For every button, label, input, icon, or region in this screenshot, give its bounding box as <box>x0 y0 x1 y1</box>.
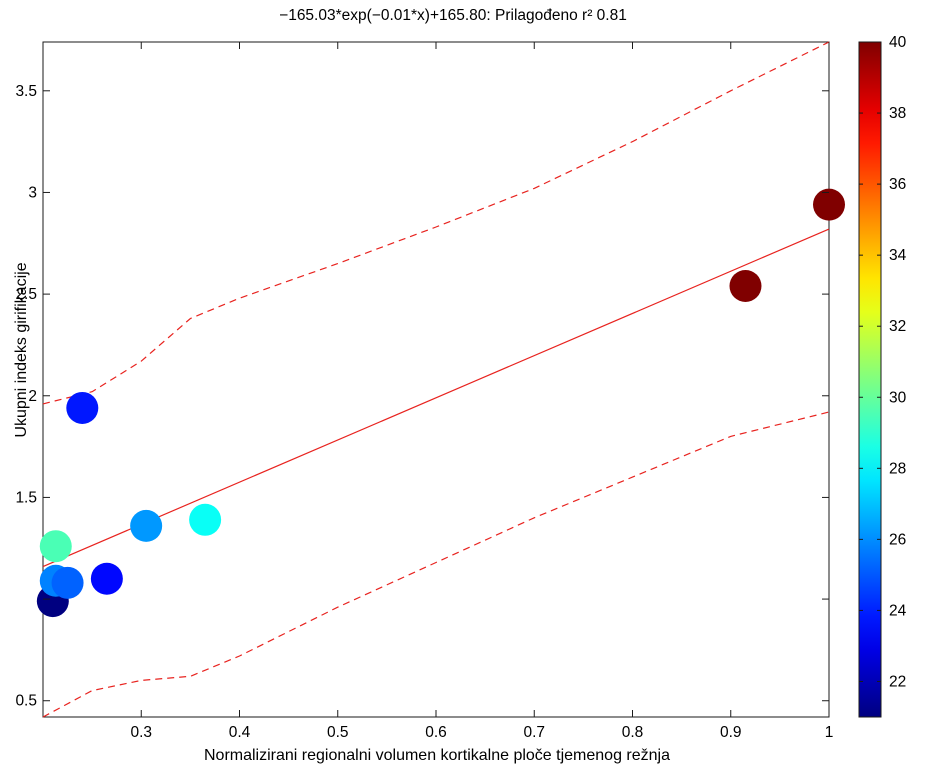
colorbar-tick-label: 32 <box>889 318 906 335</box>
data-points <box>36 188 845 618</box>
colorbar-tick-label: 26 <box>889 531 906 548</box>
colorbar-tick-label: 36 <box>889 176 906 193</box>
plot-frame <box>42 41 830 718</box>
x-tick-label: 0.5 <box>327 724 349 741</box>
data-point <box>90 562 123 595</box>
colorbar-tick-label: 38 <box>889 105 906 122</box>
fit-line-group <box>42 228 830 568</box>
data-point <box>130 509 163 542</box>
y-tick-label: 0.5 <box>15 693 37 710</box>
upper-confidence-curve <box>42 41 830 405</box>
data-point <box>729 269 762 302</box>
y-tick-label: 2.5 <box>15 286 37 303</box>
x-tick-label: 0.3 <box>130 724 152 741</box>
lower-confidence-curve <box>42 411 830 718</box>
colorbar-tick-label: 24 <box>889 602 907 619</box>
data-point <box>66 391 99 424</box>
data-point <box>39 530 72 563</box>
x-tick-label: 1 <box>825 724 834 741</box>
colorbar-scale <box>858 41 882 718</box>
colorbar-tick-label: 34 <box>889 247 907 264</box>
y-axis-label: Ukupni indeks girifikacije <box>13 262 30 437</box>
colorbar-tick-label: 30 <box>889 389 907 406</box>
y-tick-label: 3.5 <box>15 83 37 100</box>
y-tick-label: 2 <box>28 388 37 405</box>
confidence-bands <box>42 41 830 718</box>
y-axis-ticks: 0.5 1.5 2 2.5 3 3.5 <box>15 83 829 710</box>
data-point <box>51 566 84 599</box>
x-tick-label: 0.9 <box>720 724 742 741</box>
x-tick-label: 0.8 <box>622 724 644 741</box>
data-point <box>813 188 845 221</box>
fit-line <box>42 228 830 568</box>
x-axis-label: Normalizirani regionalni volumen kortika… <box>204 747 670 764</box>
colorbar: 22 24 26 28 30 32 34 36 38 40 <box>858 34 907 718</box>
x-tick-label: 0.7 <box>523 724 545 741</box>
x-axis-ticks: 0.3 0.4 0.5 0.6 0.7 0.8 0.9 1 <box>130 42 833 741</box>
colorbar-tick-label: 40 <box>889 34 907 51</box>
colorbar-tick-label: 28 <box>889 460 906 477</box>
x-tick-label: 0.6 <box>425 724 447 741</box>
y-tick-label: 3 <box>28 184 37 201</box>
x-tick-label: 0.4 <box>229 724 251 741</box>
chart-title: −165.03*exp(−0.01*x)+165.80: Prilagođeno… <box>279 7 627 24</box>
plot-area <box>42 41 830 718</box>
colorbar-tick-label: 22 <box>889 673 906 690</box>
y-tick-label: 1.5 <box>15 489 37 506</box>
data-point <box>189 503 222 536</box>
